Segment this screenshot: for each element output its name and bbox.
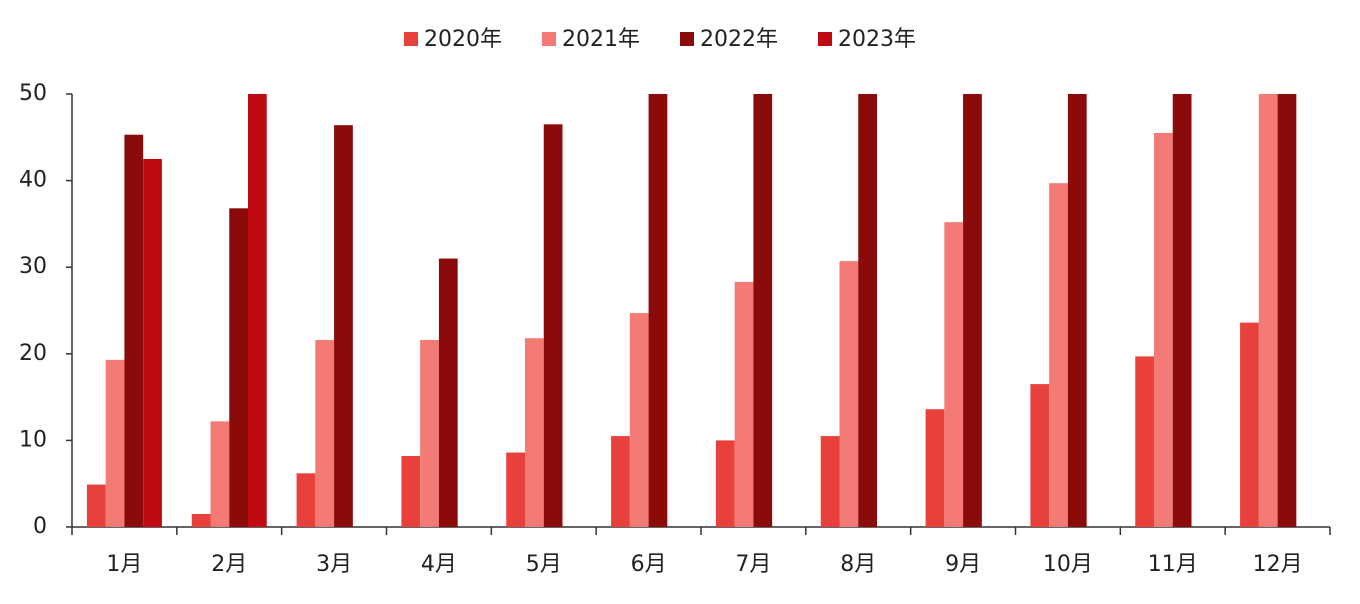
x-tick-label: 10月 <box>1043 552 1093 577</box>
y-tick-label: 40 <box>19 168 47 193</box>
y-tick-label: 20 <box>19 341 47 366</box>
bar <box>1030 384 1050 527</box>
bar <box>648 94 668 527</box>
bar <box>124 134 144 527</box>
legend-swatch <box>404 32 418 46</box>
bar <box>1049 183 1068 527</box>
bar <box>734 281 754 527</box>
bar <box>438 258 458 527</box>
bar <box>543 124 563 527</box>
x-tick-label: 6月 <box>631 552 667 577</box>
bar <box>191 514 211 527</box>
bar <box>715 440 735 527</box>
x-tick-label: 9月 <box>945 552 981 577</box>
legend-label: 2020年 <box>424 27 502 52</box>
bar <box>315 339 335 527</box>
legend-swatch <box>680 32 694 46</box>
bar <box>525 338 544 527</box>
legend-label: 2023年 <box>838 27 916 52</box>
bar <box>1154 132 1173 527</box>
legend-swatch <box>542 32 556 46</box>
legend-label: 2022年 <box>700 27 778 52</box>
bar <box>105 359 125 527</box>
y-tick-label: 10 <box>19 427 47 452</box>
x-tick-label: 8月 <box>840 552 876 577</box>
x-tick-label: 2月 <box>211 552 247 577</box>
legend-swatch <box>818 32 832 46</box>
x-tick-label: 3月 <box>316 552 352 577</box>
bar <box>925 409 945 527</box>
bar <box>1067 94 1087 527</box>
x-tick-label: 1月 <box>106 552 142 577</box>
bar <box>611 436 630 527</box>
bar <box>86 484 106 527</box>
bar <box>143 158 162 527</box>
bar <box>1240 322 1259 527</box>
bar <box>1172 94 1192 527</box>
bar <box>401 455 421 527</box>
x-tick-label: 7月 <box>735 552 771 577</box>
legend-label: 2021年 <box>562 27 640 52</box>
bar <box>248 94 267 527</box>
bar <box>839 261 859 527</box>
y-tick-label: 50 <box>19 81 47 106</box>
bar <box>1258 94 1278 527</box>
bar <box>506 452 525 527</box>
bar <box>1277 94 1297 527</box>
bar <box>334 125 353 528</box>
bar <box>629 313 649 527</box>
bar <box>296 473 316 527</box>
bar <box>753 94 773 527</box>
x-tick-label: 5月 <box>526 552 562 577</box>
bar <box>229 208 248 527</box>
y-tick-label: 0 <box>33 514 47 539</box>
x-tick-label: 11月 <box>1148 552 1198 577</box>
bar <box>210 421 230 527</box>
x-tick-label: 12月 <box>1253 552 1303 577</box>
bar <box>963 94 982 527</box>
bar <box>420 339 439 527</box>
bar <box>858 94 877 527</box>
bar <box>820 436 840 527</box>
x-tick-label: 4月 <box>421 552 457 577</box>
bar <box>1135 356 1154 527</box>
bar <box>944 222 964 527</box>
y-tick-label: 30 <box>19 254 47 279</box>
